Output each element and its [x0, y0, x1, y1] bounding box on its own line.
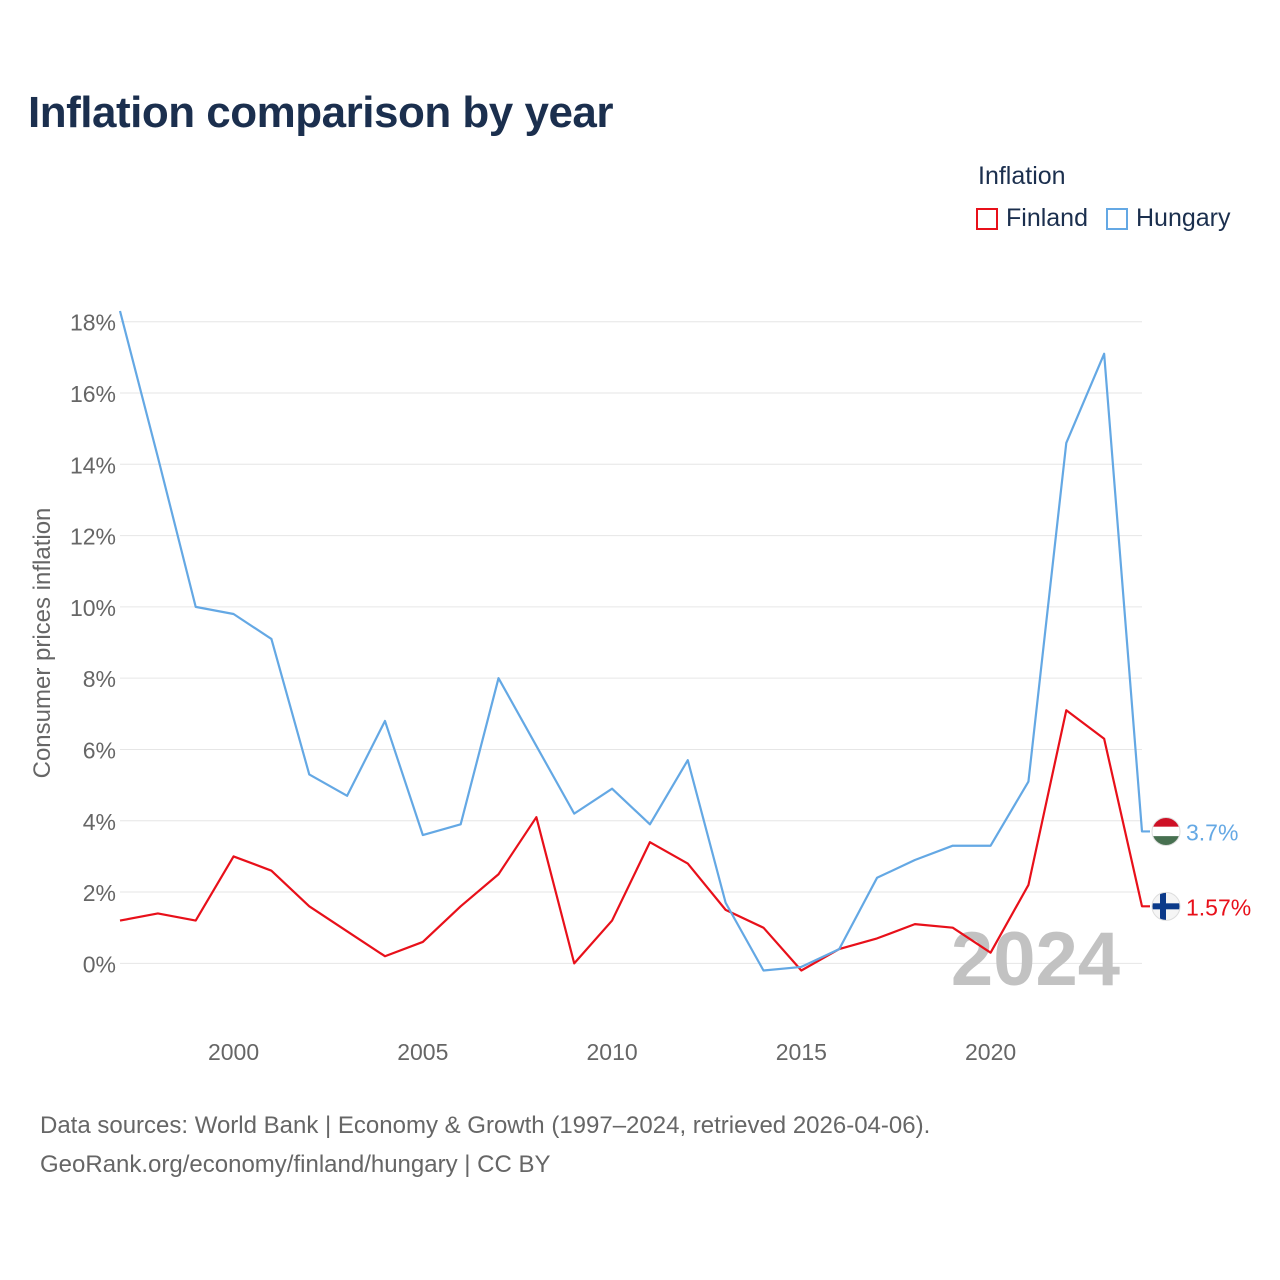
x-tick-label-2015: 2015	[776, 1039, 827, 1065]
y-tick-label-14: 14%	[70, 452, 116, 478]
y-axis-ticks: 0% 2% 4% 6% 8% 10% 12% 14% 16% 18%	[70, 310, 116, 978]
series-lines	[118, 310, 1150, 972]
x-tick-label-2020: 2020	[965, 1039, 1016, 1065]
grid-lines	[120, 321, 1142, 964]
end-label-hungary: 3.7%	[1186, 819, 1238, 845]
end-markers	[1151, 816, 1181, 921]
y-tick-label-4: 4%	[83, 809, 116, 835]
data-source: Data sources: World Bank | Economy & Gro…	[40, 1106, 930, 1184]
x-tick-label-2010: 2010	[586, 1039, 637, 1065]
y-tick-label-10: 10%	[70, 595, 116, 621]
series-line-finland	[119, 709, 1150, 972]
legend-item-finland[interactable]: Finland	[976, 204, 1088, 233]
legend-label-hungary: Hungary	[1136, 204, 1231, 232]
legend-swatch-hungary	[1106, 207, 1128, 230]
x-axis-ticks: 2000 2005 2010 2015 2020	[208, 1039, 1016, 1065]
legend-title: Inflation	[978, 162, 1066, 190]
legend: Finland Hungary	[976, 204, 1231, 233]
x-tick-label-2005: 2005	[397, 1039, 448, 1065]
year-watermark: 2024	[951, 917, 1120, 1002]
end-label-finland: 1.57%	[1186, 894, 1251, 920]
y-axis-label: Consumer prices inflation	[29, 508, 56, 779]
series-line-hungary	[118, 310, 1150, 972]
legend-swatch-finland	[976, 207, 998, 230]
source-line-1: Data sources: World Bank | Economy & Gro…	[40, 1112, 931, 1139]
x-tick-label-2000: 2000	[208, 1039, 259, 1065]
legend-label-finland: Finland	[1006, 204, 1088, 232]
y-tick-label-18: 18%	[70, 310, 116, 336]
source-line-2: GeoRank.org/economy/finland/hungary | CC…	[40, 1151, 551, 1178]
page-title: Inflation comparison by year	[28, 88, 614, 137]
y-tick-label-2: 2%	[83, 880, 116, 906]
y-tick-label-16: 16%	[70, 381, 116, 407]
y-tick-label-8: 8%	[83, 666, 116, 692]
legend-item-hungary[interactable]: Hungary	[1106, 204, 1231, 233]
flag-hungary-icon	[1151, 816, 1181, 846]
y-tick-label-12: 12%	[70, 524, 116, 550]
y-tick-label-0: 0%	[83, 951, 116, 977]
y-tick-label-6: 6%	[83, 737, 116, 763]
flag-finland-icon	[1151, 891, 1181, 921]
end-labels: 1.57% 3.7%	[1186, 819, 1251, 920]
